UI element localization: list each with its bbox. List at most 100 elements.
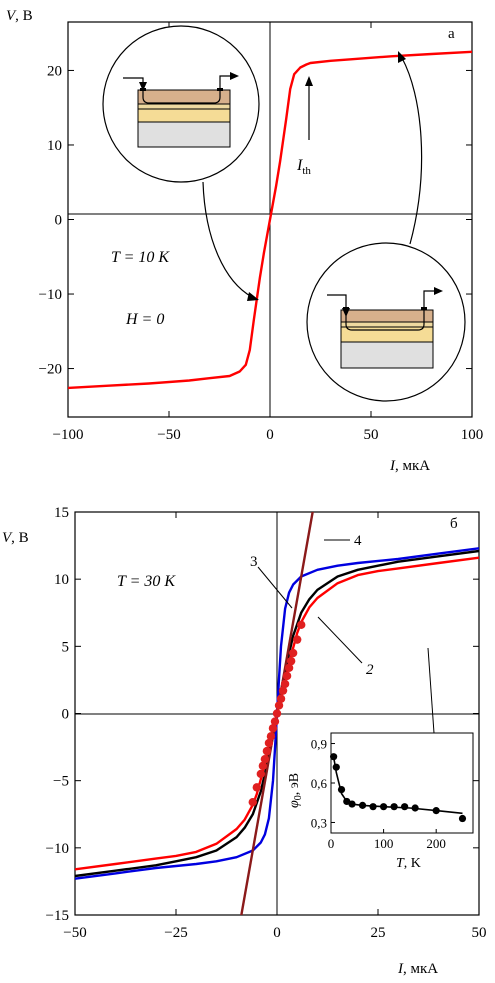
y-tick-label: 15 bbox=[54, 505, 69, 521]
contact-right bbox=[217, 88, 223, 91]
inset-data-point bbox=[332, 763, 340, 771]
inset-data-point bbox=[337, 785, 346, 794]
inset-x-tick-label: 200 bbox=[426, 836, 446, 851]
data-point bbox=[282, 671, 292, 681]
barrier-layer bbox=[137, 103, 231, 110]
y-tick-label: 10 bbox=[47, 138, 62, 154]
y-tick-label: −20 bbox=[39, 362, 62, 378]
data-point bbox=[262, 746, 272, 756]
inset-data-point bbox=[390, 803, 398, 811]
data-point bbox=[284, 663, 294, 673]
data-point bbox=[272, 709, 282, 718]
current-path bbox=[123, 75, 232, 104]
contact-left bbox=[140, 88, 146, 91]
inset-data-point bbox=[358, 801, 367, 809]
leader-curve-2 bbox=[317, 616, 363, 664]
current-arrow-in bbox=[139, 82, 147, 91]
barrier-layer-lower bbox=[340, 321, 434, 328]
data-point bbox=[278, 686, 288, 695]
inset-ticks: 0 100 200 0,3 0,6 0,9 bbox=[311, 737, 446, 851]
inset-data-point bbox=[330, 753, 338, 761]
inset-x-tick-label: 100 bbox=[374, 836, 394, 851]
x-tick-label: 50 bbox=[472, 925, 487, 941]
pointer-lower-inset bbox=[401, 57, 423, 245]
x-tick-label: −50 bbox=[63, 925, 86, 941]
panel-a-curves bbox=[68, 50, 472, 390]
curve-label-2: 2 bbox=[366, 662, 374, 678]
panel-a-x-axis-label: I, мкА bbox=[389, 458, 430, 474]
panel-b-y-axis-label: V, В bbox=[2, 530, 29, 546]
data-point bbox=[248, 797, 257, 807]
data-point bbox=[274, 701, 284, 710]
y-tick-label: 20 bbox=[47, 63, 62, 79]
data-point bbox=[256, 769, 266, 779]
panel-b-x-axis-label: I, мкА bbox=[397, 961, 438, 977]
substrate-layer bbox=[137, 121, 231, 148]
data-point bbox=[286, 656, 296, 666]
threshold-current-label: Ith bbox=[296, 157, 311, 177]
x-tick-label: −25 bbox=[164, 925, 187, 941]
x-tick-label: −50 bbox=[157, 427, 180, 443]
panel-a-y-axis-label: V, В bbox=[6, 8, 33, 24]
inset-x-tick-label: 0 bbox=[328, 836, 335, 851]
inset-data-point bbox=[401, 803, 409, 811]
panel-b-label: б bbox=[450, 516, 458, 532]
data-point bbox=[252, 783, 261, 792]
y-tick-label: 0 bbox=[62, 707, 70, 723]
inset-data-point bbox=[458, 814, 467, 823]
inset-data-point bbox=[411, 804, 419, 812]
data-point bbox=[264, 738, 274, 748]
current-arrow-out bbox=[230, 72, 239, 80]
data-point bbox=[270, 717, 280, 726]
data-point bbox=[297, 620, 306, 630]
data-point bbox=[276, 694, 286, 703]
inset-device-upper bbox=[102, 25, 260, 183]
current-path-lower bbox=[327, 290, 436, 331]
y-tick-label: −15 bbox=[46, 908, 69, 924]
y-tick-label: −5 bbox=[53, 774, 69, 790]
x-tick-label: −100 bbox=[53, 427, 84, 443]
curve-label-4: 4 bbox=[354, 533, 362, 549]
inset-fit-line bbox=[332, 756, 463, 815]
inset-curves bbox=[330, 753, 467, 823]
data-point bbox=[266, 732, 276, 741]
x-tick-label: 0 bbox=[273, 925, 281, 941]
inset-y-tick-label: 0,6 bbox=[311, 776, 328, 791]
panel-a-label: а bbox=[448, 26, 455, 42]
top-layer-lower bbox=[340, 309, 434, 323]
inset-y-tick-label: 0,3 bbox=[311, 815, 327, 830]
x-tick-label: 50 bbox=[364, 427, 379, 443]
y-tick-label: 10 bbox=[54, 572, 69, 588]
inset-data-point bbox=[369, 803, 377, 811]
pointer-lower-inset-head bbox=[398, 51, 406, 63]
substrate-layer-lower bbox=[340, 341, 434, 369]
data-point bbox=[258, 761, 268, 771]
inset-data-point bbox=[348, 800, 356, 808]
panel-a-field-label: H = 0 bbox=[125, 311, 164, 328]
x-tick-label: 25 bbox=[371, 925, 386, 941]
y-tick-label: −10 bbox=[39, 287, 62, 303]
pointer-upper-inset-head bbox=[247, 292, 259, 301]
current-arrow-out-lower bbox=[434, 287, 443, 295]
series-line-1 bbox=[68, 50, 472, 390]
buffer-layer bbox=[137, 108, 231, 123]
current-arrow-in-lower bbox=[342, 308, 350, 317]
panel-b-inset: 0 100 200 0,3 0,6 0,9 T, K φ0, эВ bbox=[287, 732, 474, 871]
x-tick-label: 100 bbox=[461, 427, 484, 443]
panel-b-points bbox=[248, 620, 306, 807]
inset-y-tick-label: 0,9 bbox=[311, 737, 327, 752]
inset-data-point bbox=[379, 803, 388, 811]
data-point bbox=[280, 679, 290, 689]
panel-b-temperature-label: T = 30 K bbox=[117, 573, 176, 590]
inset-x-axis-label: T, K bbox=[396, 856, 421, 871]
contact-left-lower bbox=[343, 307, 349, 310]
inset-y-axis-label: φ0, эВ bbox=[287, 773, 304, 808]
y-tick-label: 5 bbox=[62, 639, 70, 655]
threshold-arrow-head bbox=[305, 76, 313, 86]
buffer-layer-lower bbox=[340, 326, 434, 343]
